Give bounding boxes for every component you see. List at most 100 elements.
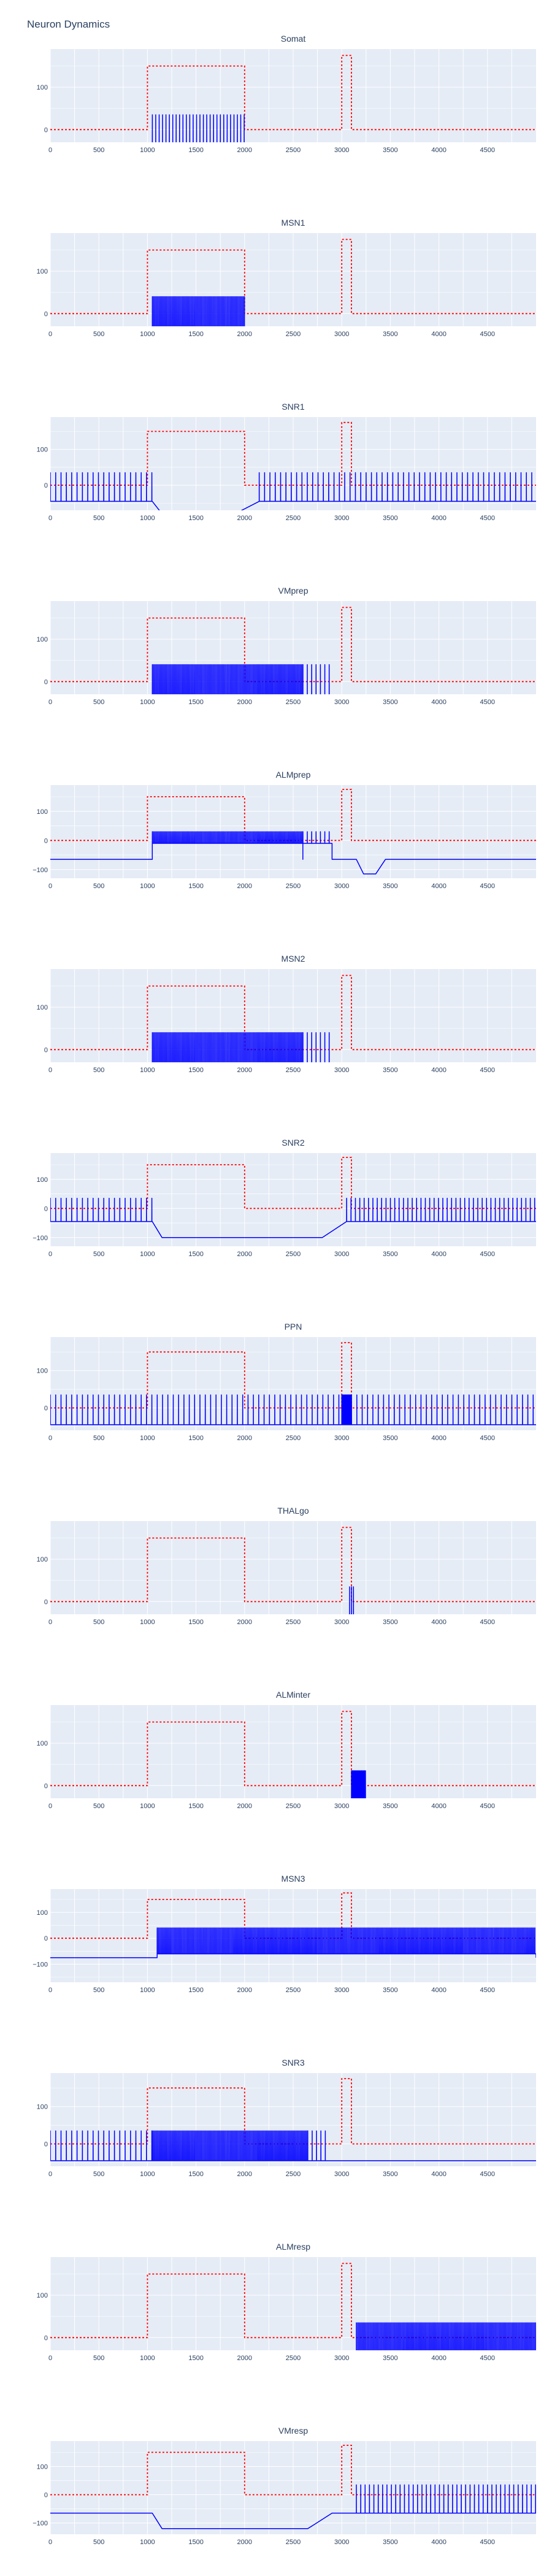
x-tick-label: 3000	[334, 331, 349, 338]
x-tick-label: 2500	[286, 1619, 301, 1626]
x-tick-label: 1500	[188, 1987, 203, 1994]
x-tick-label: 2500	[286, 515, 301, 522]
x-tick-label: 4000	[431, 1251, 446, 1258]
y-tick-label: 0	[44, 2492, 48, 2499]
x-tick-label: 2000	[237, 1067, 252, 1074]
x-tick-label: 2000	[237, 883, 252, 890]
chart-title: VMresp	[278, 2426, 308, 2436]
chart-title: SNR2	[282, 1138, 305, 1148]
x-tick-label: 0	[48, 1987, 52, 1994]
neuron-trace-series-line	[50, 1927, 536, 1958]
neuron-trace-series-line	[356, 2322, 536, 2350]
stimulus-series-line	[50, 975, 536, 1051]
x-tick-label: 1500	[188, 331, 203, 338]
y-tick-label: 0	[44, 2334, 48, 2342]
x-tick-label: 1000	[140, 331, 155, 338]
x-tick-label: 3500	[383, 883, 397, 890]
x-tick-label: 1000	[140, 1435, 155, 1442]
x-tick-label: 3000	[334, 2539, 349, 2546]
y-tick-label: 0	[44, 1598, 48, 1606]
stimulus-series-line	[50, 55, 536, 131]
x-tick-label: 1500	[188, 699, 203, 706]
x-tick-label: 0	[48, 1251, 52, 1258]
x-tick-label: 4500	[480, 2355, 495, 2362]
x-tick-label: 3000	[334, 1067, 349, 1074]
neuron-trace-series-line	[50, 2484, 536, 2529]
chart-title: MSN3	[282, 1874, 305, 1884]
neuron-trace-series-line	[50, 2130, 536, 2161]
y-tick-label: 100	[37, 1004, 48, 1011]
x-tick-label: 1000	[140, 1987, 155, 1994]
stimulus-series-line	[50, 1527, 536, 1603]
x-tick-label: 500	[93, 1251, 104, 1258]
chart-title: THALgo	[277, 1506, 309, 1516]
x-tick-label: 1000	[140, 147, 155, 154]
x-tick-label: 4500	[480, 1435, 495, 1442]
x-tick-label: 4000	[431, 1987, 446, 1994]
x-tick-label: 4500	[480, 147, 495, 154]
x-tick-label: 3500	[383, 1251, 397, 1258]
chart-title: ALMinter	[276, 1690, 310, 1700]
x-tick-label: 0	[48, 2171, 52, 2178]
chart-title: SNR1	[282, 402, 305, 412]
x-tick-label: 1000	[140, 2355, 155, 2362]
x-tick-label: 4500	[480, 1987, 495, 1994]
x-tick-label: 1500	[188, 2355, 203, 2362]
chart-title: MSN1	[282, 218, 305, 228]
x-tick-label: 0	[48, 1067, 52, 1074]
x-tick-label: 1000	[140, 1803, 155, 1810]
neuron-trace-series-line	[50, 1197, 536, 1238]
x-tick-label: 1000	[140, 2171, 155, 2178]
y-tick-label: 0	[44, 1046, 48, 1054]
stimulus-series-line	[50, 2263, 536, 2339]
neuron-trace-series-line	[151, 296, 245, 326]
y-tick-label: 0	[44, 482, 48, 489]
y-tick-label: 100	[37, 1176, 48, 1184]
x-tick-label: 0	[48, 331, 52, 338]
x-tick-label: 1000	[140, 883, 155, 890]
x-tick-label: 2000	[237, 331, 252, 338]
x-tick-label: 4500	[480, 1067, 495, 1074]
x-tick-label: 500	[93, 331, 104, 338]
y-tick-label: 0	[44, 126, 48, 134]
x-tick-label: 3000	[334, 147, 349, 154]
x-tick-label: 2500	[286, 147, 301, 154]
x-tick-label: 1500	[188, 2539, 203, 2546]
x-tick-label: 2500	[286, 331, 301, 338]
x-tick-label: 3000	[334, 2171, 349, 2178]
x-tick-label: 4500	[480, 883, 495, 890]
x-tick-label: 3500	[383, 1987, 397, 1994]
x-tick-label: 2000	[237, 2171, 252, 2178]
x-tick-label: 2000	[237, 515, 252, 522]
x-tick-label: 3000	[334, 883, 349, 890]
y-tick-label: 100	[37, 268, 48, 275]
x-tick-label: 1000	[140, 1251, 155, 1258]
y-tick-label: 100	[37, 808, 48, 816]
y-tick-label: 100	[37, 636, 48, 643]
x-tick-label: 0	[48, 515, 52, 522]
y-tick-label: −100	[33, 1235, 48, 1242]
y-tick-label: −100	[33, 2520, 48, 2528]
x-tick-label: 0	[48, 1803, 52, 1810]
x-tick-label: 2500	[286, 1803, 301, 1810]
x-tick-label: 1000	[140, 1619, 155, 1626]
x-tick-label: 3000	[334, 1435, 349, 1442]
x-tick-label: 4000	[431, 515, 446, 522]
chart-title: Somat	[281, 34, 306, 44]
page-title: Neuron Dynamics	[27, 18, 110, 30]
x-tick-label: 2000	[237, 1987, 252, 1994]
x-tick-label: 0	[48, 1619, 52, 1626]
y-tick-label: 100	[37, 84, 48, 91]
x-tick-label: 3500	[383, 1067, 397, 1074]
x-tick-label: 500	[93, 1619, 104, 1626]
x-tick-label: 0	[48, 2539, 52, 2546]
x-tick-label: 3000	[334, 699, 349, 706]
stimulus-series-line	[50, 607, 536, 683]
x-tick-label: 0	[48, 2355, 52, 2362]
x-tick-label: 1500	[188, 515, 203, 522]
